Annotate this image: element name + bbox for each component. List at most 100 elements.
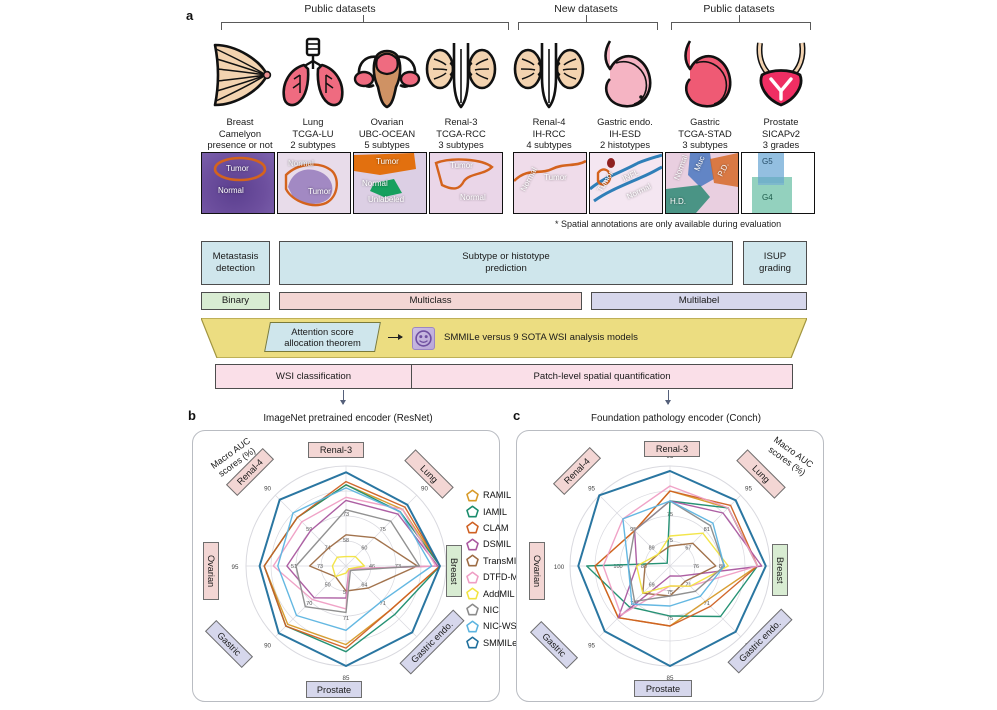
axis-max-tick: 90 [264, 642, 271, 649]
axis-chip-breast-b: Breast [446, 545, 462, 597]
dataset-source-6: TCGA-STAD [678, 127, 732, 139]
axis-mid-tick: 59 [306, 527, 312, 533]
thumb-label: Tumor [376, 157, 399, 166]
radar-chart-b: 9090958085909590737573717170515958604664… [232, 453, 461, 682]
axis-inner-tick: 69 [649, 582, 655, 588]
axis-chip-renal3-c: Renal-3 [644, 441, 700, 457]
thumb-label: Tumor [308, 187, 331, 196]
legend-item-smmile[interactable]: SMMILe [466, 635, 536, 651]
radar-series-clam [263, 480, 441, 649]
dataset-caption-1: Lung TCGA-LU 2 subtypes [263, 116, 363, 151]
axis-inner-tick: 46 [369, 564, 375, 570]
dataset-organ-7: Prostate [763, 116, 799, 127]
legend-item-dsmil[interactable]: DSMIL [466, 536, 536, 552]
dataset-caption-4: Renal-4 IH-RCC 4 subtypes [499, 116, 599, 151]
radar-chart-c: 9595100858595100957581887175781009575677… [554, 453, 787, 682]
gastric-endo-wsi-thumb: Tumor INFL Normal [589, 152, 663, 214]
axis-inner-tick: 64 [361, 582, 367, 588]
axis-max-tick: 85 [343, 675, 350, 682]
radar-series-dsmil [617, 500, 763, 619]
task-box-subtype: Subtype or histotype prediction [279, 241, 733, 285]
axis-mid-tick: 75 [667, 616, 673, 622]
axis-inner-tick: 67 [685, 546, 691, 552]
panel-c-title: Foundation pathology encoder (Conch) [591, 413, 761, 424]
panel-a-letter: a [186, 8, 194, 23]
lung-wsi-thumb: Normal Tumor [277, 152, 351, 214]
legend-label: IAMIL [483, 506, 507, 517]
thumb-label: H.D. [670, 197, 686, 206]
dataset-detail-5: 2 histotypes [599, 139, 651, 151]
dataset-organ-1: Lung [302, 116, 324, 127]
legend-item-nic-wss[interactable]: NIC-WSS [466, 618, 536, 634]
prostate-icon [744, 35, 818, 113]
ovarian-wsi-thumb: Tumor Normal Unlabeled [353, 152, 427, 214]
radar-series-nic [295, 509, 421, 614]
axis-chip-prostate-b: Prostate [306, 681, 362, 698]
radar-series-clam [594, 490, 759, 627]
dataset-organ-2: Ovarian [370, 116, 404, 127]
bracket-stem-0 [363, 15, 365, 22]
radar-series-addmil [331, 555, 366, 578]
legend-label: TransMIL [483, 555, 522, 566]
dataset-caption-5: Gastric endo. IH-ESD 2 histotypes [575, 116, 675, 151]
axis-inner-tick: 88 [641, 564, 647, 570]
group-header-0: Public datasets [304, 3, 376, 15]
legend-item-nic[interactable]: NIC [466, 602, 536, 618]
pentagon-icon [466, 636, 479, 649]
renal3-wsi-thumb: Tumor Normal [429, 152, 503, 214]
dataset-source-7: SICAPv2 [761, 127, 801, 139]
axis-mid-tick: 70 [306, 601, 312, 607]
dataset-detail-4: 4 subtypes [526, 139, 572, 151]
legend-label: DTFD-MIL [483, 572, 526, 583]
pentagon-icon [466, 538, 479, 551]
dataset-source-4: IH-RCC [532, 127, 566, 139]
kidney-icon [512, 35, 586, 113]
thumb-label: Normal [288, 159, 314, 168]
group-header-2: Public datasets [703, 3, 775, 15]
spatial-annotation-note: * Spatial annotations are only available… [555, 219, 782, 229]
legend-label: DSMIL [483, 539, 512, 550]
legend-item-clam[interactable]: CLAM [466, 520, 536, 536]
axis-mid-tick: 100 [613, 564, 622, 570]
axis-inner-tick: 71 [685, 582, 691, 588]
dataset-detail-1: 2 subtypes [290, 139, 336, 151]
legend-item-addmil[interactable]: AddMIL [466, 585, 536, 601]
label-type-binary: Binary [201, 292, 270, 310]
legend-item-ramil[interactable]: RAMIL [466, 487, 536, 503]
pentagon-icon [466, 571, 479, 584]
dataset-caption-3: Renal-3 TCGA-RCC 3 subtypes [411, 116, 511, 151]
thumb-label: G5 [762, 157, 773, 166]
legend-item-iamil[interactable]: IAMIL [466, 503, 536, 519]
axis-max-tick: 100 [554, 564, 565, 571]
task-line-2: grading [758, 263, 791, 274]
flow-arrow-right [388, 333, 403, 341]
axis-chip-ovarian-b: Ovarian [203, 542, 219, 600]
radar-series-transmil [308, 534, 419, 592]
axis-inner-tick: 76 [693, 564, 699, 570]
axis-inner-tick: 60 [361, 546, 367, 552]
flow-arrow-down-b [339, 390, 347, 405]
dataset-caption-2: Ovarian UBC-OCEAN 5 subtypes [337, 116, 437, 151]
axis-mid-tick: 73 [343, 512, 349, 518]
dataset-detail-3: 3 subtypes [438, 139, 484, 151]
axis-max-tick: 85 [667, 675, 674, 682]
thumb-label: Normal [460, 193, 486, 202]
dataset-detail-6: 3 subtypes [682, 139, 728, 151]
dataset-source-3: TCGA-RCC [436, 127, 486, 139]
dataset-detail-0: presence or not [207, 139, 273, 151]
axis-inner-tick: 75 [667, 538, 673, 544]
task-box-metastasis: Metastasis detection [201, 241, 270, 285]
legend-item-transmil[interactable]: TransMIL [466, 553, 536, 569]
task-line-1: Subtype or histotype [462, 251, 550, 263]
breast-wsi-thumb: Tumor Normal [201, 152, 275, 214]
legend-item-dtfd-mil[interactable]: DTFD-MIL [466, 569, 536, 585]
dataset-caption-6: Gastric TCGA-STAD 3 subtypes [655, 116, 755, 151]
radar-series-nic-wss [622, 500, 725, 607]
lung-icon [276, 35, 350, 113]
axis-inner-tick: 75 [667, 590, 673, 596]
method-comparison-text: SMMILe versus 9 SOTA WSI analysis models [444, 332, 638, 343]
legend-label: AddMIL [483, 588, 515, 599]
ovarian-icon [350, 35, 424, 113]
legend-label: SMMILe [483, 637, 518, 648]
attention-theorem-text: Attention score allocation theorem [265, 326, 380, 349]
